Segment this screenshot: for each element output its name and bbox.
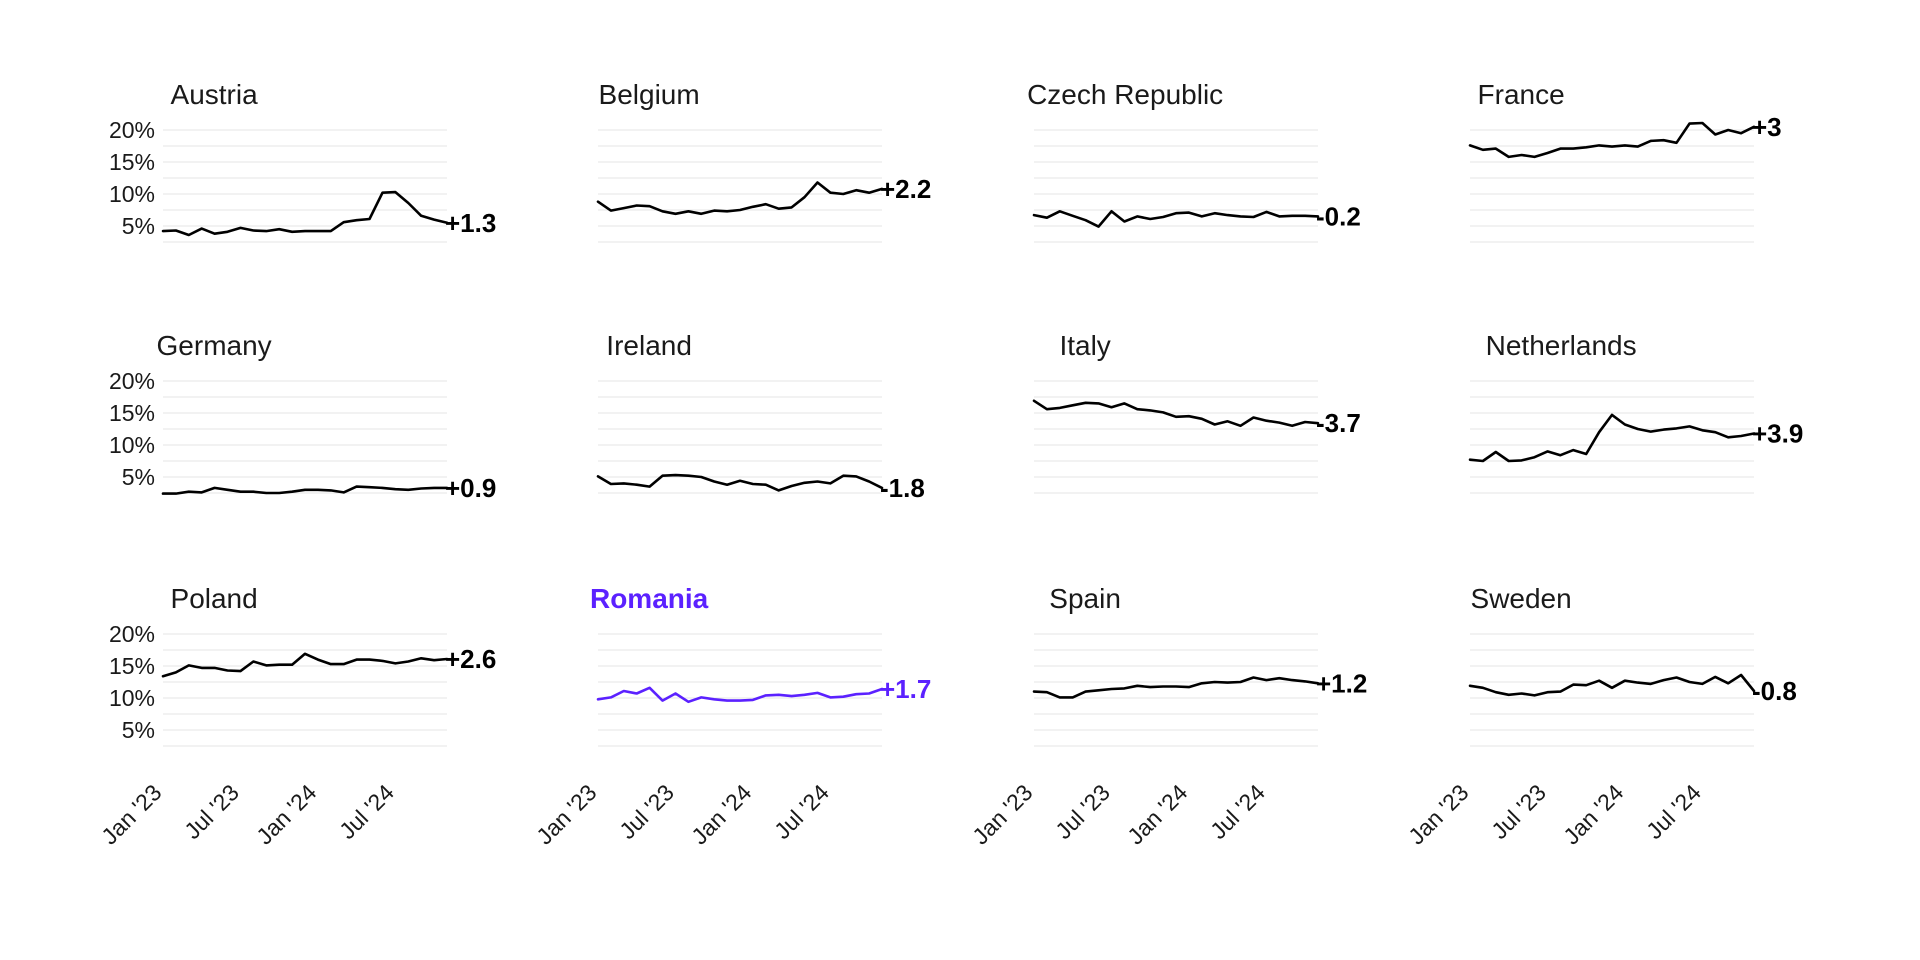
y-tick-label: 15% xyxy=(109,653,155,679)
x-tick-label: Jul '24 xyxy=(1641,779,1706,844)
change-label: +1.3 xyxy=(445,208,496,238)
change-label: -0.2 xyxy=(1316,201,1361,231)
series-line xyxy=(1468,121,1756,159)
y-tick-label: 15% xyxy=(109,400,155,426)
panel-title: Poland xyxy=(171,583,258,614)
y-tick-label: 5% xyxy=(122,464,155,490)
panel-germany: 20% 15% 10% 5% Germany +0.9 xyxy=(109,330,496,503)
x-tick-label: Jul '24 xyxy=(334,779,399,844)
panel-austria: 20% 15% 10% 5% Austria +1.3 xyxy=(109,79,496,243)
x-tick-label: Jul '24 xyxy=(769,779,834,844)
panel-title: Czech Republic xyxy=(1027,79,1223,110)
series-line xyxy=(161,485,449,495)
panel-title: Spain xyxy=(1049,583,1121,614)
change-label: +1.2 xyxy=(1316,668,1367,698)
panel-italy: Italy -3.7 xyxy=(1032,330,1361,494)
series-line xyxy=(161,190,449,237)
x-tick-label: Jul '23 xyxy=(614,779,679,844)
y-tick-label: 10% xyxy=(109,181,155,207)
change-label: -0.8 xyxy=(1752,676,1797,706)
change-label: +3 xyxy=(1752,112,1782,142)
x-tick-label: Jul '23 xyxy=(1050,779,1115,844)
panel-ireland: Ireland -1.8 xyxy=(596,330,925,503)
y-tick-label: 10% xyxy=(109,432,155,458)
y-tick-label: 5% xyxy=(122,213,155,239)
series-line xyxy=(161,652,449,678)
y-tick-label: 5% xyxy=(122,717,155,743)
series-line xyxy=(596,473,884,492)
panel-title: Sweden xyxy=(1471,583,1572,614)
x-tick-label: Jan '24 xyxy=(251,779,321,849)
x-tick-label: Jul '24 xyxy=(1205,779,1270,844)
panel-title: Romania xyxy=(590,583,709,614)
x-tick-label: Jan '24 xyxy=(1122,779,1192,849)
panel-czech-republic: Czech Republic -0.2 xyxy=(1027,79,1361,243)
series-line xyxy=(1032,676,1320,699)
x-tick-label: Jul '23 xyxy=(1486,779,1551,844)
change-label: +1.7 xyxy=(880,674,931,704)
x-tick-label: Jan '23 xyxy=(1403,779,1473,849)
change-label: +2.2 xyxy=(880,174,931,204)
y-tick-label: 20% xyxy=(109,368,155,394)
panel-france: France +3 xyxy=(1468,79,1782,243)
series-line xyxy=(596,686,884,704)
series-line xyxy=(596,181,884,216)
panel-sweden: Sweden -0.8 Jan '23 Jul '23 Jan '24 Jul '24 xyxy=(1403,583,1797,849)
change-label: -3.7 xyxy=(1316,408,1361,438)
panel-netherlands: Netherlands +3.9 xyxy=(1468,330,1803,494)
change-label: +3.9 xyxy=(1752,418,1803,448)
change-label: +2.6 xyxy=(445,644,496,674)
x-tick-label: Jul '23 xyxy=(179,779,244,844)
x-tick-label: Jan '23 xyxy=(967,779,1037,849)
series-line xyxy=(1032,399,1320,428)
y-tick-label: 20% xyxy=(109,621,155,647)
y-tick-label: 15% xyxy=(109,149,155,175)
x-tick-label: Jan '24 xyxy=(1558,779,1628,849)
series-line xyxy=(1468,673,1756,697)
x-tick-label: Jan '23 xyxy=(96,779,166,849)
panel-title: Ireland xyxy=(606,330,692,361)
series-line xyxy=(1468,413,1756,463)
change-label: +0.9 xyxy=(445,473,496,503)
panel-poland: 20% 15% 10% 5% Poland +2.6 Jan '23 Jul '23 Jan '… xyxy=(96,583,496,849)
y-tick-label: 20% xyxy=(109,117,155,143)
x-tick-label: Jan '23 xyxy=(531,779,601,849)
series-line xyxy=(1032,210,1320,228)
panel-title: Netherlands xyxy=(1486,330,1637,361)
panel-romania: Romania +1.7 Jan '23 Jul '23 Jan '24 Jul '24 xyxy=(531,583,931,849)
y-tick-label: 10% xyxy=(109,685,155,711)
panel-spain: Spain +1.2 Jan '23 Jul '23 Jan '24 Jul '24 xyxy=(967,583,1367,849)
panel-title: Germany xyxy=(157,330,272,361)
panel-belgium: Belgium +2.2 xyxy=(596,79,931,243)
x-tick-label: Jan '24 xyxy=(686,779,756,849)
change-label: -1.8 xyxy=(880,473,925,503)
panel-title: Austria xyxy=(171,79,259,110)
panel-title: Italy xyxy=(1059,330,1110,361)
panel-title: Belgium xyxy=(599,79,700,110)
panel-title: France xyxy=(1478,79,1565,110)
